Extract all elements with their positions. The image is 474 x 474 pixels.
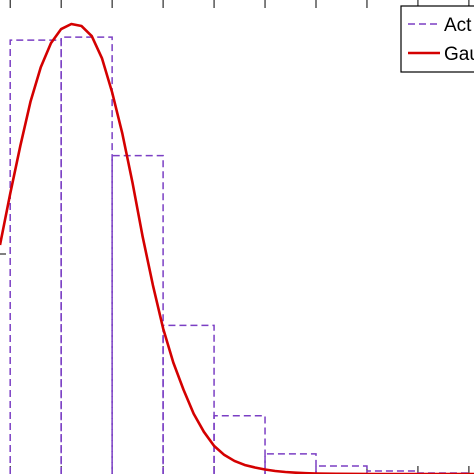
legend: Act Gau [400,5,474,73]
legend-label-gau: Gau [444,44,474,65]
fit-curve-line [0,22,474,474]
histogram-bar-1 [60,36,113,474]
legend-label-act: Act [444,15,472,36]
histogram-bar-5 [264,453,317,474]
histogram-bar-0 [9,39,62,474]
fit-curve-series [0,22,474,474]
legend-box [400,5,474,73]
histogram-bar-6 [315,465,368,474]
histogram-series [9,36,470,474]
histogram-bar-4 [213,414,266,474]
histogram-bar-2 [111,154,164,474]
